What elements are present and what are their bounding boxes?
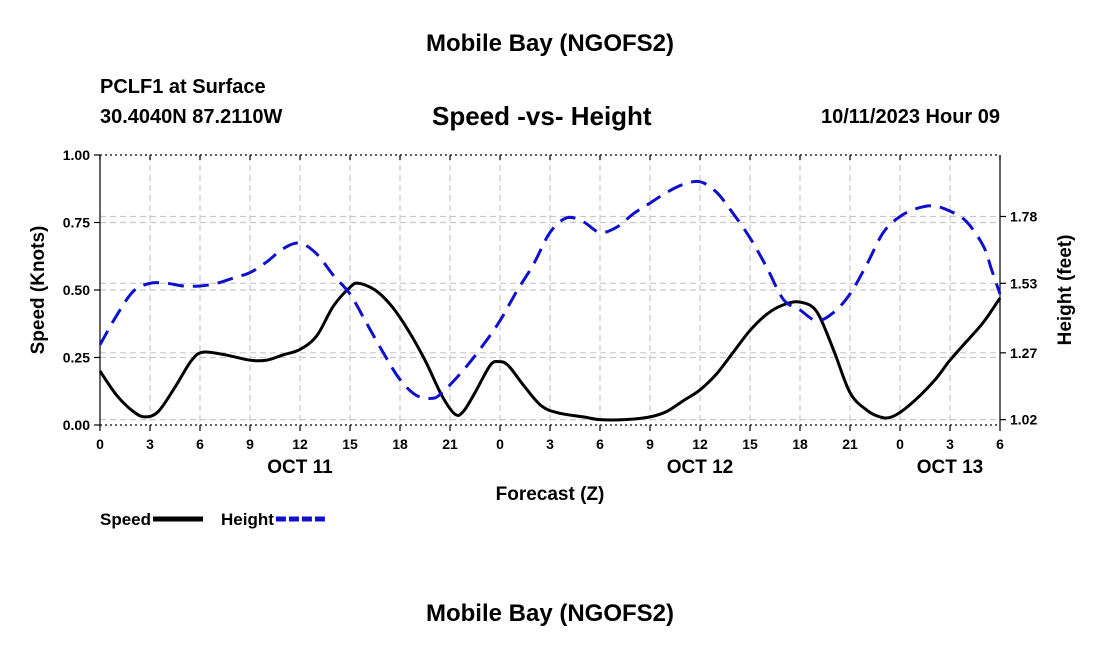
y-left-tick-label: 0.25 [63,350,90,366]
forecast-timestamp: 10/11/2023 Hour 09 [820,106,1000,128]
x-tick-label: 15 [342,436,358,452]
y-right-tick-label: 1.53 [1010,275,1037,291]
x-tick-label: 0 [96,436,104,452]
x-tick-label: 3 [946,436,954,452]
x-tick-label: 9 [246,436,254,452]
x-tick-label: 3 [546,436,554,452]
y-left-tick-label: 0.75 [63,215,90,231]
x-tick-label: 6 [196,436,204,452]
x-date-label: OCT 11 [267,457,333,478]
x-tick-label: 0 [496,436,504,452]
x-tick-label: 12 [692,436,708,452]
y-right-tick-label: 1.02 [1010,412,1037,428]
series-line-speed [98,281,1002,422]
chart-main-title: Mobile Bay (NGOFS2) [425,30,675,57]
x-tick-label: 18 [392,436,408,452]
x-tick-label: 15 [742,436,758,452]
x-tick-label: 9 [646,436,654,452]
x-tick-label: 12 [292,436,308,452]
x-date-label: OCT 13 [917,457,984,478]
x-tick-label: 21 [842,436,858,452]
speed-height-chart: 0 3 6 9 12 15 18 21 0 3 6 9 12 15 18 21 0 3 6 OCT 11 OCT 12 O… [28,147,1076,529]
station-name: PCLF1 at Surface [100,76,266,98]
y-left-tick-label: 0.00 [63,417,90,433]
y-left-tick-label: 1.00 [63,147,90,163]
y-left-axis-title: Speed (Knots) [28,226,49,355]
legend-label-speed: Speed [100,510,151,529]
x-tick-label: 3 [146,436,154,452]
y-right-axis-title: Height (feet) [1055,235,1076,346]
x-tick-label: 18 [792,436,808,452]
x-tick-label: 6 [996,436,1004,452]
station-coordinates: 30.4040N 87.2110W [100,106,283,128]
x-tick-label: 21 [442,436,458,452]
x-axis-title: Forecast (Z) [496,484,605,505]
legend-label-height: Height [221,510,274,529]
y-right-tick-label: 1.78 [1010,208,1037,224]
y-left-tick-label: 0.50 [63,282,90,298]
chart-main-title-repeat: Mobile Bay (NGOFS2) [425,600,675,627]
x-tick-label: 6 [596,436,604,452]
y-right-tick-label: 1.27 [1010,345,1037,361]
x-date-label: OCT 12 [667,457,734,478]
x-tick-label: 0 [896,436,904,452]
chart-subtitle: Speed -vs- Height [432,101,652,131]
series-line-height [98,179,1002,400]
